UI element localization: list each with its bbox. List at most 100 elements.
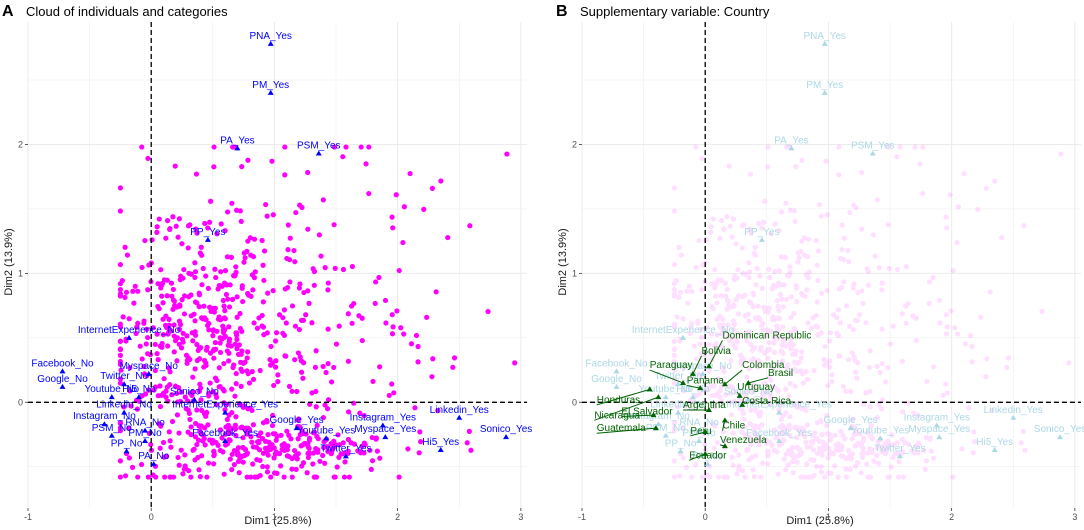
individual-point — [765, 451, 771, 458]
individual-point — [966, 405, 972, 411]
x-tick-label: 3 — [1072, 512, 1077, 522]
individual-point — [468, 447, 474, 453]
individual-point — [885, 444, 891, 450]
individual-point — [801, 405, 807, 411]
individual-point — [681, 388, 687, 394]
individual-point — [950, 474, 956, 480]
individual-point — [926, 300, 932, 307]
individual-point — [721, 474, 727, 480]
category-label: Facebook_No — [31, 358, 94, 369]
individual-point — [286, 453, 292, 460]
individual-point — [920, 190, 926, 197]
individual-point — [843, 474, 849, 480]
individual-point — [698, 334, 705, 341]
category-label: Sonico_Yes — [1034, 424, 1084, 435]
individual-point — [874, 414, 881, 421]
individual-point — [141, 320, 147, 326]
category-marker — [847, 425, 854, 431]
individual-point — [167, 438, 173, 444]
individual-point — [305, 444, 311, 450]
individual-point — [924, 378, 930, 385]
individual-point — [235, 445, 242, 451]
individual-point — [247, 474, 254, 480]
individual-point — [850, 416, 856, 422]
category-label: PM_No — [128, 428, 162, 439]
individual-point — [151, 387, 157, 393]
individual-point — [671, 292, 678, 298]
individual-point — [680, 455, 686, 461]
individual-point — [801, 235, 807, 241]
category-label: Google_Yes — [824, 415, 878, 426]
individual-point — [950, 267, 956, 274]
individual-point — [242, 446, 248, 452]
individual-point — [758, 409, 764, 416]
individual-point — [226, 350, 232, 356]
individual-point — [725, 349, 731, 355]
individual-point — [175, 454, 181, 461]
individual-point — [789, 351, 796, 357]
individual-point — [137, 343, 143, 349]
individual-point — [400, 239, 406, 246]
individual-point — [199, 282, 205, 288]
individual-point — [731, 303, 737, 309]
individual-point — [221, 303, 227, 309]
individual-point — [174, 390, 180, 397]
individual-point — [879, 397, 886, 403]
individual-point — [913, 315, 919, 321]
individual-point — [848, 388, 854, 395]
x-axis-label: Dim1 (25.8%) — [244, 515, 311, 527]
individual-point — [943, 331, 950, 337]
individual-point — [194, 441, 200, 448]
category-marker — [135, 394, 142, 400]
individual-point — [870, 232, 876, 238]
individual-point — [746, 329, 752, 335]
individual-point — [682, 403, 688, 409]
individual-point — [264, 464, 270, 470]
individual-point — [750, 356, 757, 362]
category-marker — [101, 421, 108, 427]
individual-point — [340, 440, 346, 446]
individual-point — [762, 198, 768, 204]
individual-point — [466, 428, 472, 434]
individual-point — [227, 437, 233, 444]
individual-point — [674, 314, 680, 320]
individual-point — [784, 364, 790, 371]
individual-point — [240, 459, 246, 465]
individual-point — [192, 457, 198, 463]
category-label: Youtube_No — [84, 384, 139, 395]
individual-point — [235, 458, 242, 465]
individual-point — [346, 409, 352, 415]
individual-point — [178, 389, 184, 395]
individual-point — [696, 391, 703, 397]
individual-point — [804, 287, 810, 293]
individual-point — [836, 353, 842, 359]
individual-point — [260, 463, 266, 470]
individual-point — [671, 425, 678, 431]
individual-point — [202, 220, 208, 227]
individual-point — [793, 424, 799, 430]
individual-point — [361, 440, 367, 446]
individual-point — [233, 432, 239, 439]
country-marker — [702, 428, 709, 434]
category-label: PA_Yes — [220, 135, 254, 146]
country-label: Chile — [722, 421, 745, 432]
individual-point — [766, 305, 772, 311]
individual-point — [708, 229, 714, 235]
individual-point — [270, 288, 276, 294]
individual-point — [806, 474, 812, 480]
panel-letter: A — [2, 3, 14, 20]
individual-point — [729, 399, 735, 405]
individual-point — [824, 288, 830, 294]
individual-point — [882, 451, 888, 457]
individual-point — [305, 169, 311, 176]
category-label: Hi5_No — [122, 384, 156, 395]
individual-point — [890, 323, 896, 329]
individual-point — [198, 397, 204, 403]
x-tick-label: 1 — [272, 512, 277, 522]
individual-point — [359, 337, 365, 344]
individual-point — [945, 390, 951, 396]
individual-point — [325, 397, 332, 403]
individual-point — [764, 388, 770, 395]
individual-point — [794, 298, 800, 305]
individual-point — [797, 451, 803, 458]
